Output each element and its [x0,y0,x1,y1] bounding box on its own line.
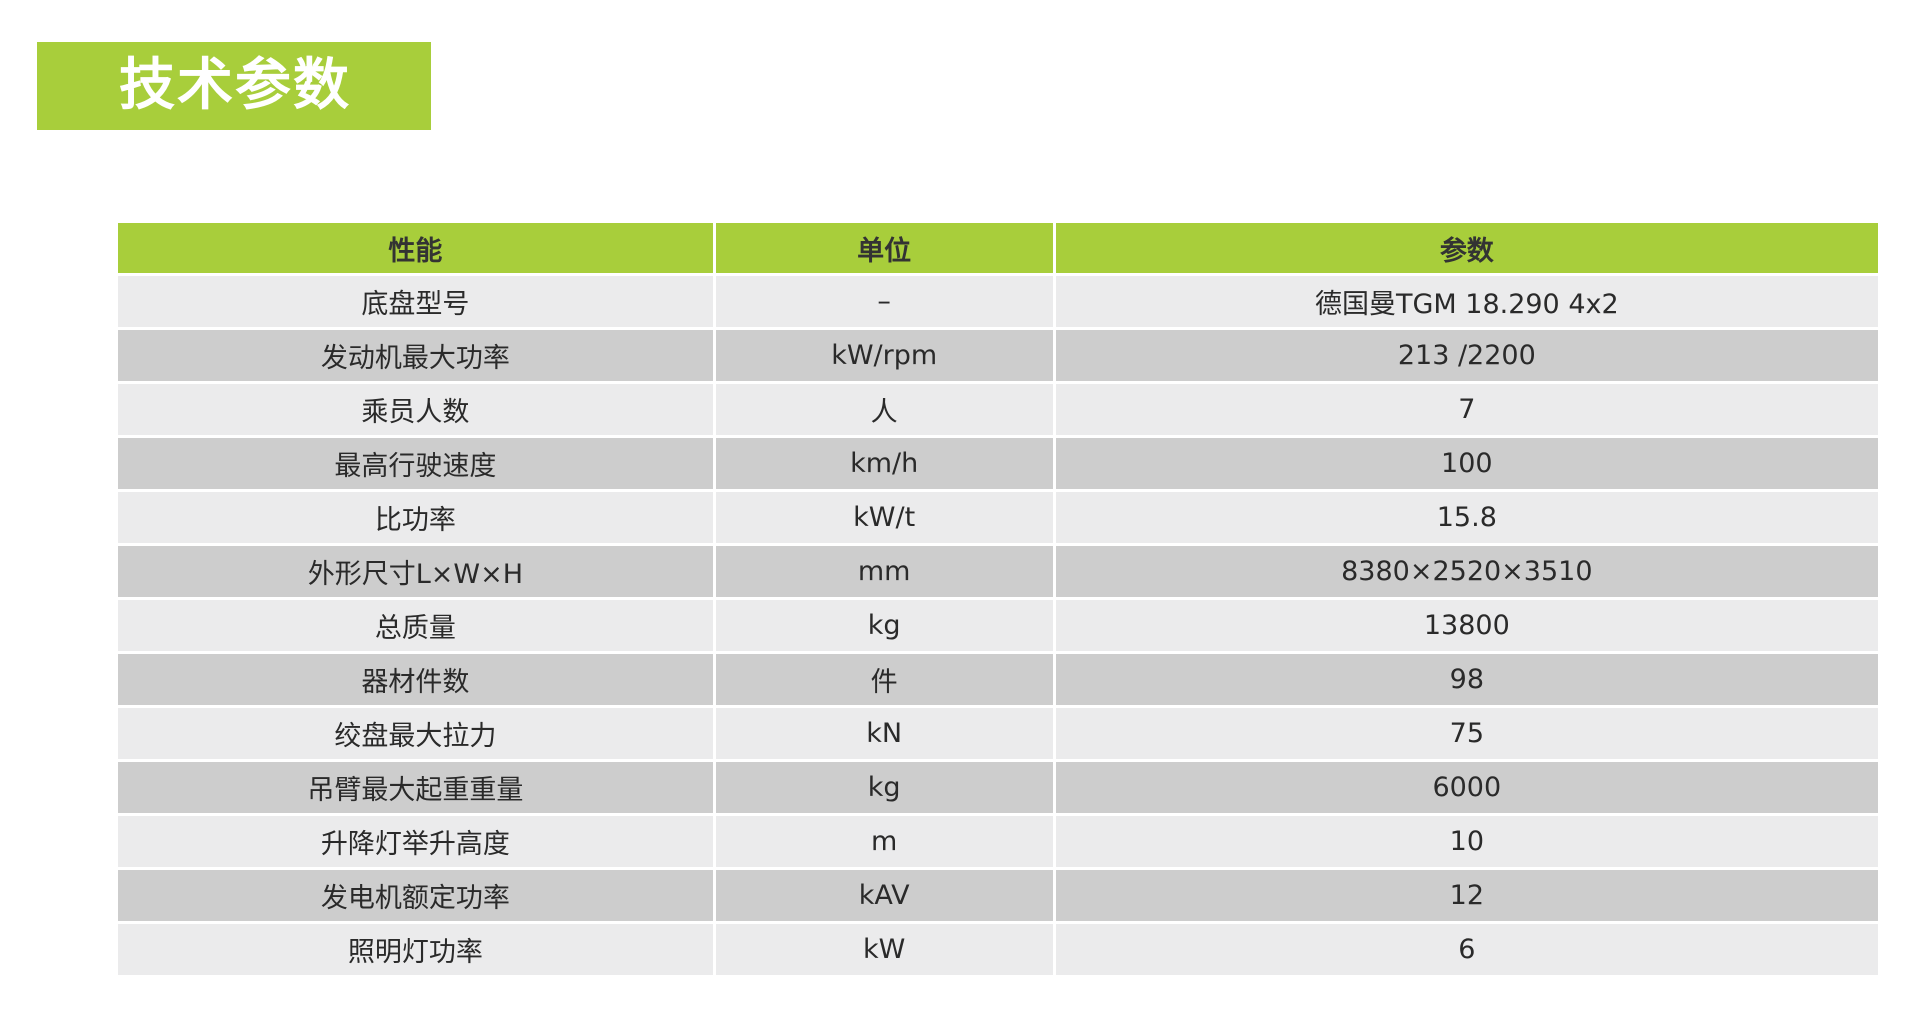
cell-performance: 照明灯功率 [118,924,713,975]
cell-parameter: 98 [1055,654,1878,705]
cell-performance: 底盘型号 [118,276,713,327]
header-parameter: 参数 [1055,223,1878,273]
cell-unit: mm [715,546,1053,597]
table-row: 乘员人数人 7 [118,384,1878,435]
cell-performance: 绞盘最大拉力 [118,708,713,759]
cell-parameter: 6000 [1055,762,1878,813]
cell-parameter: 15.8 [1055,492,1878,543]
table-row: 器材件数件 98 [118,654,1878,705]
cell-performance: 器材件数 [118,654,713,705]
cell-parameter: 6 [1055,924,1878,975]
table-row: 发电机额定功率 kAV 12 [118,870,1878,921]
header-performance: 性能 [118,223,713,273]
header-unit: 单位 [715,223,1053,273]
cell-unit: km/h [715,438,1053,489]
cell-performance: 最高行驶速度 [118,438,713,489]
cell-parameter: 10 [1055,816,1878,867]
section-title-banner: 技术参数 [37,42,431,130]
cell-unit: kg [715,600,1053,651]
cell-performance: 比功率 [118,492,713,543]
table-row: 比功率 kW/t 15.8 [118,492,1878,543]
cell-parameter: 8380×2520×3510 [1055,546,1878,597]
cell-unit: m [715,816,1053,867]
cell-parameter: 13800 [1055,600,1878,651]
cell-unit: 人 [715,384,1053,435]
cell-parameter: 213 /2200 [1055,330,1878,381]
table-row: 发动机最大功率 kW/rpm 213 /2200 [118,330,1878,381]
table-header-row: 性能 单位 参数 [118,223,1878,273]
cell-unit: 件 [715,654,1053,705]
cell-unit: kg [715,762,1053,813]
cell-unit: kW/t [715,492,1053,543]
cell-performance: 吊臂最大起重重量 [118,762,713,813]
table-row: 底盘型号 – 德国曼TGM 18.290 4x2 [118,276,1878,327]
cell-unit: – [715,276,1053,327]
cell-parameter: 12 [1055,870,1878,921]
cell-parameter: 100 [1055,438,1878,489]
table-row: 照明灯功率 kW 6 [118,924,1878,975]
cell-unit: kAV [715,870,1053,921]
cell-performance: 外形尺寸L×W×H [118,546,713,597]
table-row: 吊臂最大起重重量 kg 6000 [118,762,1878,813]
table-row: 升降灯举升高度 m 10 [118,816,1878,867]
cell-parameter: 德国曼TGM 18.290 4x2 [1055,276,1878,327]
cell-performance: 发动机最大功率 [118,330,713,381]
cell-performance: 升降灯举升高度 [118,816,713,867]
table-row: 最高行驶速度 km/h 100 [118,438,1878,489]
table-row: 绞盘最大拉力 kN 75 [118,708,1878,759]
spec-table: 性能 单位 参数 底盘型号 – 德国曼TGM 18.290 4x2 发动机最大功率 kW… [115,220,1881,978]
table-row: 外形尺寸L×W×H mm 8380×2520×3510 [118,546,1878,597]
cell-performance: 乘员人数 [118,384,713,435]
table-row: 总质量 kg 13800 [118,600,1878,651]
cell-parameter: 75 [1055,708,1878,759]
section-title: 技术参数 [119,53,351,118]
cell-performance: 总质量 [118,600,713,651]
cell-parameter: 7 [1055,384,1878,435]
cell-unit: kW [715,924,1053,975]
cell-unit: kN [715,708,1053,759]
cell-unit: kW/rpm [715,330,1053,381]
cell-performance: 发电机额定功率 [118,870,713,921]
